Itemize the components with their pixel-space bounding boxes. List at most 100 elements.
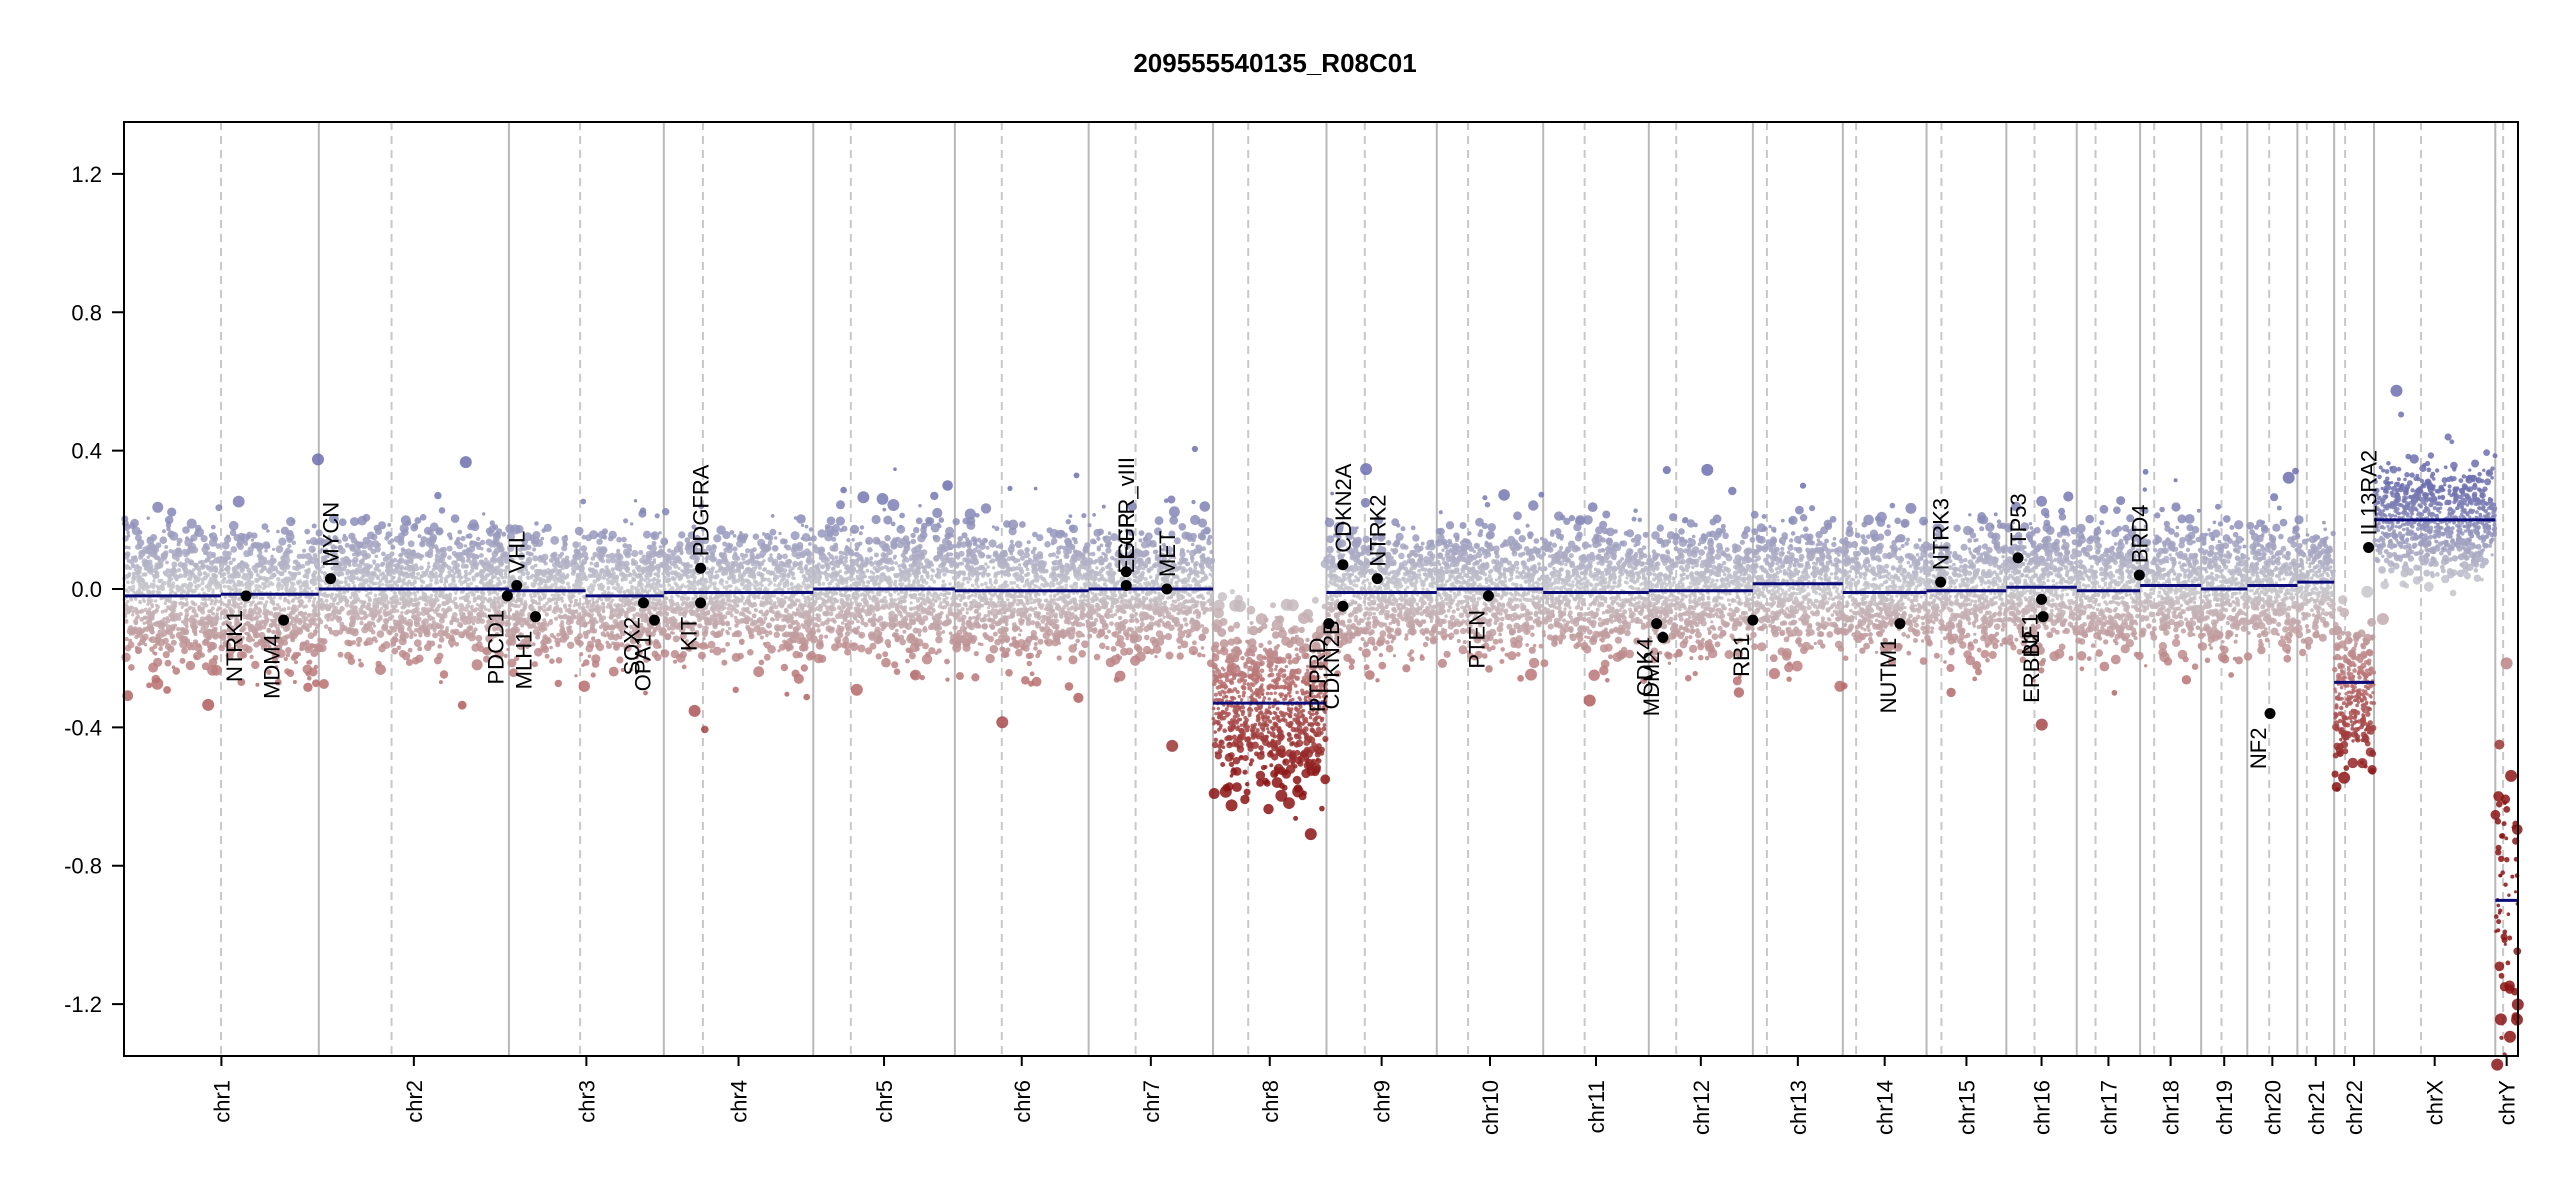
probe-point <box>291 655 297 661</box>
probe-point <box>782 554 788 560</box>
probe-point <box>574 548 580 554</box>
probe-point <box>765 634 768 637</box>
probe-point <box>140 636 147 643</box>
probe-point <box>640 566 646 572</box>
probe-point <box>326 614 329 617</box>
probe-point <box>221 580 226 585</box>
probe-point <box>588 608 592 612</box>
probe-point <box>655 513 660 518</box>
probe-point <box>640 507 646 513</box>
probe-point <box>401 591 404 594</box>
probe-point <box>264 584 267 587</box>
probe-point <box>389 551 394 556</box>
probe-point <box>181 564 186 569</box>
probe-point <box>351 559 354 562</box>
probe-point <box>143 600 146 603</box>
probe-point <box>659 603 662 606</box>
probe-point <box>647 545 652 550</box>
probe-point <box>601 631 606 636</box>
probe-point <box>590 644 594 648</box>
probe-point <box>483 597 486 600</box>
probe-point <box>138 570 142 574</box>
probe-point <box>284 550 288 554</box>
probe-point <box>179 635 186 642</box>
probe-point <box>439 565 444 570</box>
probe-point <box>365 605 370 610</box>
probe-point <box>376 612 380 616</box>
probe-point <box>419 541 426 548</box>
probe-point <box>361 604 366 609</box>
probe-point <box>513 622 518 627</box>
probe-point <box>474 560 477 563</box>
probe-point <box>591 588 594 591</box>
probe-point <box>445 594 449 598</box>
probe-point <box>126 581 130 585</box>
probe-point <box>555 606 559 610</box>
probe-point <box>393 619 396 622</box>
probe-point <box>375 582 379 586</box>
probe-point <box>128 641 135 648</box>
probe-point <box>412 571 416 575</box>
probe-point <box>579 681 590 692</box>
probe-point <box>390 559 395 564</box>
probe-point <box>306 661 309 664</box>
probe-point <box>451 514 460 523</box>
probe-point <box>130 606 134 610</box>
probe-point <box>484 558 488 562</box>
probe-point <box>165 660 172 667</box>
probe-point <box>441 547 447 553</box>
probe-point <box>638 565 641 568</box>
probe-point <box>206 573 210 577</box>
probe-point <box>255 596 258 599</box>
probe-point <box>655 603 659 607</box>
probe-point <box>410 524 418 532</box>
probe-point <box>414 639 422 647</box>
probe-point <box>357 541 363 547</box>
probe-point <box>458 530 463 535</box>
probe-point <box>559 615 564 620</box>
probe-point <box>549 658 555 664</box>
probe-point <box>286 599 290 603</box>
probe-point <box>532 555 538 561</box>
probe-point <box>475 554 480 559</box>
probe-point <box>149 636 156 643</box>
probe-point <box>469 546 475 552</box>
probe-point <box>135 609 139 613</box>
probe-point <box>367 626 373 632</box>
probe-point <box>532 547 536 551</box>
probe-point <box>493 605 497 609</box>
probe-point <box>517 596 520 599</box>
probe-point <box>426 537 432 543</box>
probe-point <box>304 572 309 577</box>
probe-point <box>200 616 205 621</box>
probe-point <box>372 605 376 609</box>
probe-point <box>186 550 190 554</box>
probe-point <box>491 576 494 579</box>
probe-point <box>272 602 275 605</box>
probe-point <box>149 591 152 594</box>
probe-point <box>186 591 189 594</box>
probe-point <box>390 569 395 574</box>
probe-point <box>414 621 420 627</box>
probe-point <box>339 622 344 627</box>
probe-point <box>512 614 516 618</box>
probe-point <box>126 610 130 614</box>
probe-point <box>545 612 549 616</box>
probe-point <box>204 628 210 634</box>
probe-point <box>318 619 323 624</box>
probe-point <box>591 556 596 561</box>
probe-point <box>210 599 214 603</box>
probe-point <box>200 602 204 606</box>
probe-point <box>304 626 309 631</box>
probe-point <box>173 575 177 579</box>
probe-point <box>361 575 364 578</box>
probe-point <box>537 622 541 626</box>
probe-point <box>668 566 672 570</box>
probe-point <box>605 565 609 569</box>
probe-point <box>157 633 161 637</box>
cnv-plot: 209555540135_R08C01 NTRK1 MDM4MYCN VHLPDCD… <box>0 0 2550 1200</box>
probe-point <box>580 576 585 581</box>
probe-point <box>342 591 346 595</box>
probe-point <box>554 581 558 585</box>
probe-point <box>567 642 574 649</box>
